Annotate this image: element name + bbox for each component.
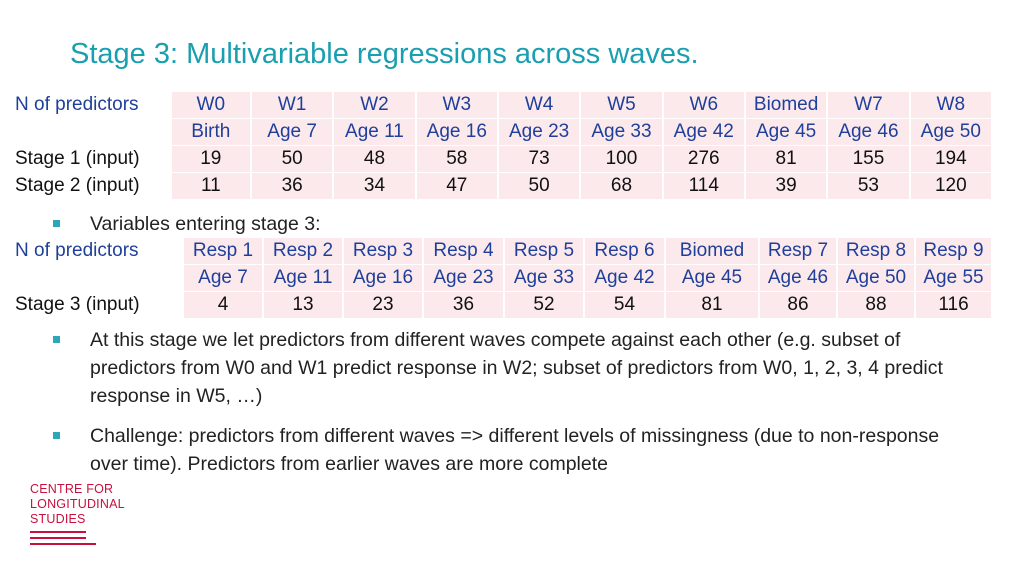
table-cell: 155: [826, 145, 910, 173]
age-header: Age 42: [583, 264, 665, 292]
table-cell: 81: [664, 291, 759, 318]
age-header: Age 50: [908, 118, 991, 146]
age-header: Age 46: [758, 264, 837, 292]
table-cell: 52: [503, 291, 584, 318]
response-header: Resp 4: [422, 238, 504, 265]
table-cell: 86: [758, 291, 837, 318]
age-header-row: Birth Age 7 Age 11 Age 16 Age 23 Age 33 …: [13, 118, 991, 146]
bullet-marker-icon: [53, 336, 60, 343]
response-header: Resp 2: [262, 238, 343, 265]
age-header: Age 55: [914, 264, 991, 292]
row-label: Stage 2 (input): [15, 174, 140, 196]
table-cell: 48: [332, 145, 416, 173]
age-header-row: Age 7 Age 11 Age 16 Age 23 Age 33 Age 42…: [13, 264, 991, 292]
age-header: Age 46: [826, 118, 910, 146]
wave-header: W3: [414, 92, 498, 119]
wave-header: W7: [826, 92, 910, 119]
slide-title: Stage 3: Multivariable regressions acros…: [70, 38, 699, 70]
table-cell: 68: [579, 172, 663, 199]
response-header: Resp 6: [583, 238, 665, 265]
table-row: Stage 1 (input) 19 50 48 58 73 100 276 8…: [13, 145, 991, 173]
corner-label: N of predictors: [15, 94, 139, 116]
age-header: Age 11: [332, 118, 416, 146]
wave-header: W1: [249, 92, 334, 119]
response-header: Resp 7: [758, 238, 837, 265]
age-header: Age 7: [249, 118, 334, 146]
bullet-marker-icon: [53, 432, 60, 439]
table-cell: 19: [169, 145, 251, 173]
table-cell: 50: [249, 145, 334, 173]
table-cell: 36: [249, 172, 334, 199]
wave-header: W0: [169, 92, 251, 119]
response-header: Resp 5: [503, 238, 584, 265]
table-cell: 81: [743, 145, 828, 173]
predictors-table-stage-1-2: N of predictors W0 W1 W2 W3 W4 W5 W6 Bio…: [13, 92, 991, 199]
age-header: Age 23: [422, 264, 504, 292]
age-header: Birth: [169, 118, 251, 146]
wave-header: W5: [579, 92, 663, 119]
table-cell: 53: [826, 172, 910, 199]
response-header: Resp 3: [342, 238, 423, 265]
age-header: Age 16: [414, 118, 498, 146]
response-header: Resp 1: [182, 238, 263, 265]
table-cell: 276: [661, 145, 745, 173]
bullet-text: Challenge: predictors from different wav…: [90, 425, 940, 475]
row-label: Stage 3 (input): [15, 293, 140, 315]
table-cell: 4: [182, 291, 263, 318]
age-header: Age 42: [661, 118, 745, 146]
logo-line: CENTRE FOR: [30, 482, 114, 496]
table-cell: 114: [661, 172, 745, 199]
table-cell: 23: [342, 291, 423, 318]
cls-logo: CENTRE FOR LONGITUDINAL STUDIES: [30, 482, 125, 527]
logo-line: STUDIES: [30, 512, 86, 526]
age-header: Age 23: [496, 118, 581, 146]
wave-header: W8: [908, 92, 991, 119]
table-cell: 194: [908, 145, 991, 173]
age-header: Age 45: [664, 264, 759, 292]
table-cell: 39: [743, 172, 828, 199]
corner-label: N of predictors: [15, 240, 139, 262]
age-header: Age 16: [342, 264, 423, 292]
table-cell: 100: [579, 145, 663, 173]
wave-header: W4: [496, 92, 581, 119]
age-header: Age 33: [503, 264, 584, 292]
wave-header: W6: [661, 92, 745, 119]
table-cell: 120: [908, 172, 991, 199]
table-cell: 73: [496, 145, 581, 173]
wave-header: Biomed: [743, 92, 828, 119]
bullet-text: At this stage we let predictors from dif…: [90, 329, 943, 407]
table-cell: 11: [169, 172, 251, 199]
wave-header: W2: [332, 92, 416, 119]
table-cell: 88: [836, 291, 915, 318]
age-header: Age 33: [579, 118, 663, 146]
response-header: Resp 8: [836, 238, 915, 265]
age-header: Age 45: [743, 118, 828, 146]
logo-line: LONGITUDINAL: [30, 497, 125, 511]
table-cell: 47: [414, 172, 498, 199]
predictors-table-stage-3: N of predictors Resp 1 Resp 2 Resp 3 Res…: [13, 238, 991, 318]
response-header: Biomed: [664, 238, 759, 265]
table-cell: 58: [414, 145, 498, 173]
response-header-row: N of predictors Resp 1 Resp 2 Resp 3 Res…: [13, 238, 991, 265]
table-row: Stage 3 (input) 4 13 23 36 52 54 81 86 8…: [13, 291, 991, 318]
age-header: Age 7: [182, 264, 263, 292]
table-cell: 54: [583, 291, 665, 318]
table-cell: 116: [914, 291, 991, 318]
table-row: Stage 2 (input) 11 36 34 47 50 68 114 39…: [13, 172, 991, 199]
table-cell: 34: [332, 172, 416, 199]
table-cell: 50: [496, 172, 581, 199]
row-label: Stage 1 (input): [15, 148, 140, 169]
logo-stripes-icon: [30, 531, 96, 549]
response-header: Resp 9: [914, 238, 991, 265]
table-cell: 36: [422, 291, 504, 318]
table-cell: 13: [262, 291, 343, 318]
age-header: Age 50: [836, 264, 915, 292]
age-header: Age 11: [262, 264, 343, 292]
wave-header-row: N of predictors W0 W1 W2 W3 W4 W5 W6 Bio…: [13, 92, 991, 119]
bullet-text: Variables entering stage 3:: [90, 213, 321, 235]
bullet-marker-icon: [53, 220, 60, 227]
